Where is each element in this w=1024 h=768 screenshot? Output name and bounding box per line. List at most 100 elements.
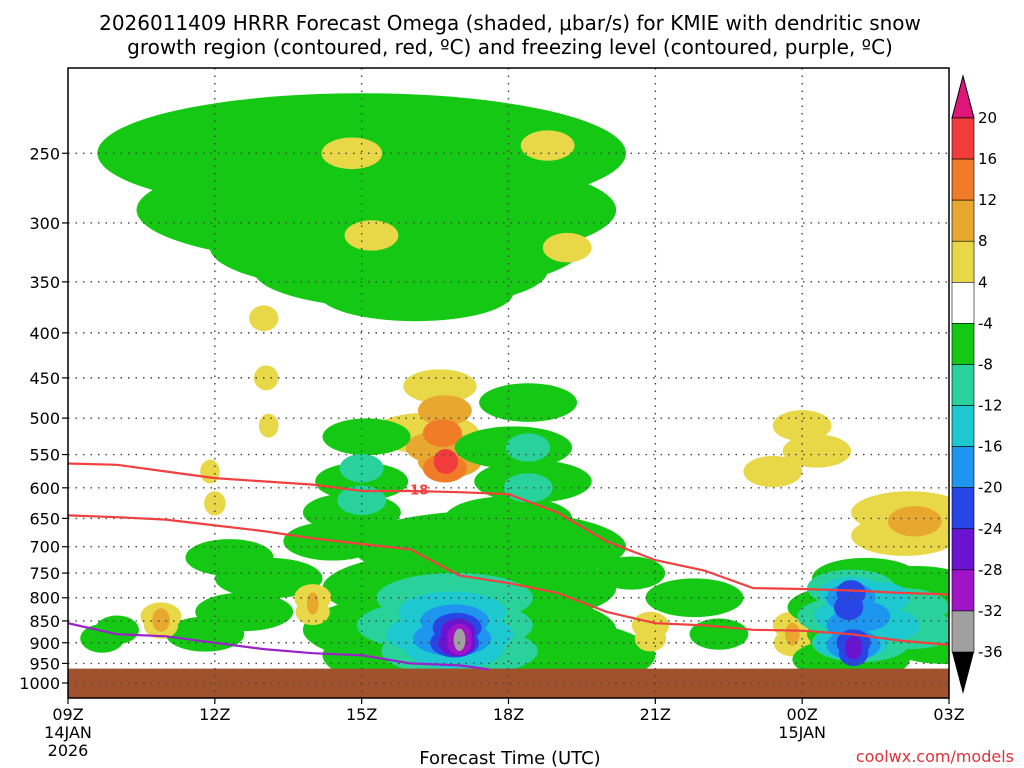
omega-cell — [689, 618, 749, 650]
omega-cell — [479, 383, 578, 422]
omega-region-8 — [433, 449, 459, 474]
grid-lines — [68, 68, 949, 698]
colorbar-label-12: -32 — [978, 602, 1003, 620]
omega-region-0 — [97, 93, 626, 322]
colorbar-swatch-2 — [951, 199, 975, 242]
colorbar-swatch-4 — [951, 282, 975, 324]
colorbar-swatch-1 — [951, 158, 975, 201]
x-tick-label-12: 21Z — [640, 705, 671, 724]
omega-region-12 — [503, 433, 553, 503]
omega-cell — [833, 594, 864, 621]
y-tick-label-800: 800 — [29, 589, 60, 608]
omega-region-28 — [785, 622, 800, 646]
omega-region-21 — [80, 539, 323, 653]
omega-cell — [743, 455, 803, 488]
colorbar-swatch-8 — [951, 446, 975, 488]
omega-cell — [80, 624, 125, 653]
omega-cell — [532, 640, 622, 678]
omega-cell — [381, 130, 519, 177]
x-tick-label-15: 00Z — [787, 705, 818, 724]
omega-region-29 — [743, 410, 852, 488]
omega-cell — [337, 485, 387, 516]
omega-region-37 — [844, 636, 863, 660]
omega-cell — [214, 557, 323, 599]
x-tick-date-0: 14JAN — [44, 723, 92, 742]
omega-cell — [321, 137, 383, 170]
y-tick-label-700: 700 — [29, 538, 60, 557]
omega-cell — [503, 473, 553, 503]
x-tick-date-15: 15JAN — [778, 723, 826, 742]
omega-cell — [785, 622, 800, 646]
chart-title-line1: 2026011409 HRRR Forecast Omega (shaded, … — [99, 11, 921, 35]
x-tick-label-3: 12Z — [199, 705, 230, 724]
omega-cell — [433, 449, 459, 474]
y-tick-label-850: 850 — [29, 612, 60, 631]
y-tick-label-750: 750 — [29, 564, 60, 583]
colorbar-label-2: 12 — [978, 191, 997, 209]
colorbar-swatch-5 — [951, 323, 975, 365]
colorbar-label-13: -36 — [978, 643, 1003, 661]
omega-cell — [253, 365, 279, 391]
omega-cell — [258, 413, 279, 438]
omega-cell — [542, 232, 592, 263]
y-tick-label-450: 450 — [29, 369, 60, 388]
colorbar-legend: 20 16 12 8 4 -4 -8 -12 -16 -20 -24 -28 -32 -36 — [951, 74, 1003, 694]
y-tick-label-650: 650 — [29, 509, 60, 528]
omega-cell — [634, 625, 667, 652]
omega-cell — [322, 418, 411, 456]
omega-cell — [459, 260, 519, 292]
omega-cell — [887, 506, 942, 537]
colorbar-label-7: -12 — [978, 397, 1003, 415]
omega-shading — [80, 93, 949, 697]
colorbar-swatch-11 — [951, 569, 975, 612]
omega-cell — [344, 220, 399, 251]
omega-cell — [339, 453, 384, 483]
colorbar-swatch-9 — [951, 487, 975, 530]
omega-region-20 — [453, 628, 466, 651]
freezing-level-line — [68, 622, 490, 671]
x-tick-label-18: 03Z — [933, 705, 964, 724]
y-tick-label-1000: 1000 — [19, 674, 60, 693]
contour-label-0: -18 — [405, 484, 429, 499]
omega-cell — [165, 616, 245, 652]
chart-title-line2: growth region (contoured, red, ºC) and f… — [127, 35, 893, 59]
omega-cell — [645, 578, 744, 618]
omega-cell — [422, 419, 463, 447]
y-tick-label-250: 250 — [29, 144, 60, 163]
credit-text: coolwx.com/models — [856, 747, 1014, 766]
x-tick-label-6: 15Z — [346, 705, 377, 724]
y-tick-label-950: 950 — [29, 654, 60, 673]
omega-region-23 — [152, 608, 170, 632]
omega-cell — [249, 305, 279, 332]
omega-region-1 — [321, 137, 399, 251]
omega-cell — [506, 433, 551, 462]
y-tick-label-300: 300 — [29, 214, 60, 233]
omega-region-31 — [887, 506, 942, 537]
omega-cell — [439, 231, 509, 265]
omega-cell — [306, 592, 319, 615]
colorbar-label-11: -28 — [978, 561, 1003, 579]
colorbar-label-9: -20 — [978, 479, 1003, 497]
colorbar-swatch-3 — [951, 240, 975, 283]
omega-region-3 — [249, 305, 279, 438]
omega-cell — [772, 410, 832, 442]
omega-region-25 — [306, 592, 319, 615]
omega-region-10 — [337, 453, 387, 516]
colorbar-swatch-6 — [951, 364, 975, 406]
colorbar-label-5: -4 — [978, 314, 993, 332]
y-tick-label-350: 350 — [29, 273, 60, 292]
y-tick-label-550: 550 — [29, 446, 60, 465]
omega-region-26 — [631, 611, 670, 652]
colorbar-swatch-10 — [951, 528, 975, 571]
omega-cell — [520, 130, 575, 161]
x-tick-label-9: 18Z — [493, 705, 524, 724]
x-tick-year-0: 2026 — [48, 741, 89, 760]
colorbar-label-3: 8 — [978, 232, 988, 250]
colorbar-swatch-12 — [951, 610, 975, 653]
contour-lines: -18 — [68, 462, 949, 671]
omega-cell — [844, 636, 863, 660]
omega-cell — [782, 434, 852, 468]
dgz-line-0 — [68, 462, 949, 596]
